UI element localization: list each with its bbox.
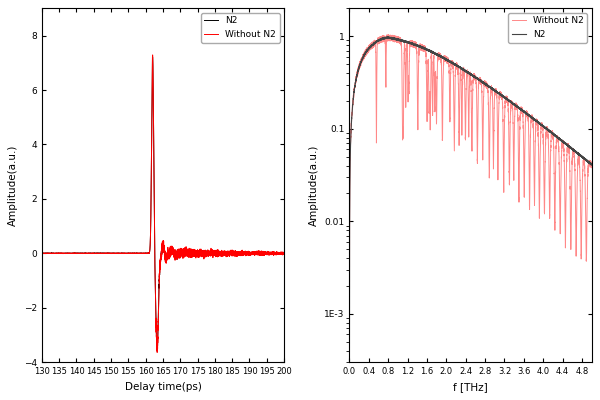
Without N2 — [503, 95, 511, 100]
X-axis label: Delay time(ps): Delay time(ps) — [125, 382, 202, 392]
N2 — [439, 55, 446, 60]
N2 — [491, 87, 499, 92]
N2 — [346, 360, 353, 365]
N2 — [202, 251, 209, 256]
N2 — [545, 127, 552, 132]
N2 — [51, 251, 58, 256]
Line: N2: N2 — [42, 57, 284, 351]
Legend: Without N2, N2: Without N2, N2 — [508, 13, 587, 42]
N2 — [149, 54, 156, 59]
Without N2 — [439, 109, 446, 114]
N2 — [588, 162, 595, 167]
N2 — [281, 251, 288, 256]
Legend: N2, Without N2: N2, Without N2 — [201, 13, 280, 42]
Without N2 — [134, 251, 142, 256]
Without N2 — [491, 89, 499, 94]
X-axis label: f [THz]: f [THz] — [453, 382, 488, 392]
Without N2 — [545, 147, 552, 152]
Without N2 — [390, 37, 397, 42]
Without N2 — [102, 251, 109, 256]
Without N2 — [130, 251, 137, 256]
Without N2 — [385, 32, 392, 37]
N2 — [503, 96, 511, 101]
Without N2 — [202, 249, 209, 254]
N2 — [527, 114, 534, 119]
N2 — [390, 37, 397, 42]
Y-axis label: Amplitude(a.u.): Amplitude(a.u.) — [308, 145, 319, 226]
N2 — [385, 34, 392, 39]
N2 — [134, 251, 142, 256]
Line: Without N2: Without N2 — [349, 35, 592, 362]
N2 — [130, 251, 137, 256]
Without N2 — [155, 281, 163, 286]
Y-axis label: Amplitude(a.u.): Amplitude(a.u.) — [8, 145, 19, 226]
Without N2 — [527, 148, 534, 153]
Line: N2: N2 — [349, 37, 592, 362]
N2 — [155, 279, 163, 284]
Without N2 — [51, 251, 58, 256]
Without N2 — [154, 350, 161, 355]
N2 — [154, 348, 161, 353]
Line: Without N2: Without N2 — [42, 55, 284, 352]
Without N2 — [346, 360, 353, 365]
N2 — [102, 251, 109, 256]
Without N2 — [38, 251, 46, 256]
Without N2 — [281, 251, 288, 256]
Without N2 — [149, 52, 156, 57]
N2 — [38, 251, 46, 256]
Without N2 — [588, 160, 595, 165]
